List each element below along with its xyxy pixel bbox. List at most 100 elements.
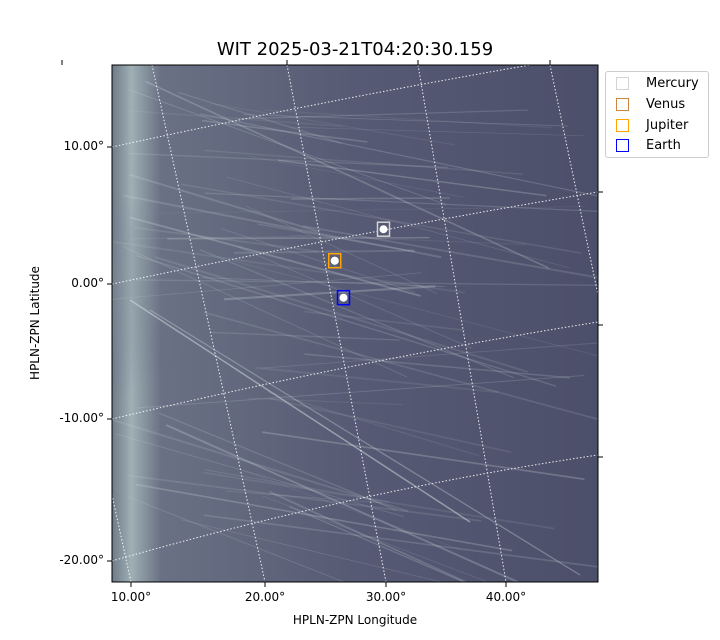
- streak: [255, 366, 499, 394]
- streak: [158, 206, 585, 214]
- x-tick-label: 10.00°: [110, 590, 152, 604]
- streak: [128, 110, 344, 127]
- streak: [210, 102, 456, 146]
- streak: [136, 254, 557, 387]
- streak: [167, 236, 430, 240]
- streak: [263, 109, 553, 129]
- streak: [292, 126, 584, 137]
- streak: [129, 216, 421, 297]
- legend-label: Jupiter: [646, 117, 689, 133]
- streak: [199, 113, 598, 197]
- streak: [137, 375, 585, 409]
- streak: [267, 391, 480, 457]
- streak: [289, 506, 466, 582]
- streak: [204, 192, 598, 212]
- x-tick-label: 30.00°: [365, 590, 407, 604]
- streak: [122, 245, 408, 378]
- streak: [158, 412, 397, 511]
- streak: [269, 397, 512, 453]
- legend-label: Venus: [646, 96, 686, 112]
- streak: [269, 490, 469, 582]
- streak: [277, 159, 547, 197]
- streak: [134, 226, 319, 253]
- latitude-gridline: [112, 65, 534, 148]
- legend-item-venus: Venus: [616, 94, 685, 114]
- streak: [237, 246, 472, 349]
- longitude-gridline: [151, 65, 266, 582]
- x-tick-label: 20.00°: [244, 590, 286, 604]
- streak: [289, 234, 527, 246]
- streak: [154, 256, 529, 373]
- streak: [236, 109, 528, 120]
- streak: [123, 194, 442, 259]
- streak: [149, 309, 581, 576]
- streak: [221, 228, 416, 293]
- streak: [204, 469, 389, 503]
- streak: [243, 114, 568, 127]
- y-tick-label: 10.00°: [63, 139, 104, 153]
- streak: [243, 470, 461, 551]
- streak: [201, 119, 368, 143]
- legend-item-mercury: Mercury: [616, 73, 699, 93]
- streak: [129, 236, 309, 240]
- legend-swatch: [616, 97, 629, 111]
- latitude-gridline: [112, 191, 598, 285]
- streak: [262, 495, 489, 582]
- x-axis-label: HPLN-ZPN Longitude: [292, 613, 418, 627]
- streak: [234, 249, 415, 254]
- legend-label: Mercury: [646, 75, 699, 91]
- longitude-gridline: [549, 65, 598, 298]
- streak: [247, 155, 464, 198]
- streak: [113, 419, 409, 513]
- streak: [128, 173, 319, 233]
- streak: [145, 80, 550, 269]
- y-tick-label: -20.00°: [59, 553, 104, 567]
- streak: [303, 310, 466, 332]
- streak: [291, 197, 450, 200]
- streak: [128, 89, 447, 205]
- streak: [135, 483, 513, 552]
- streak: [203, 514, 598, 568]
- streak: [136, 279, 598, 287]
- legend-item-jupiter: Jupiter: [616, 115, 688, 135]
- streak: [248, 397, 403, 406]
- streak: [203, 471, 555, 530]
- streak: [128, 152, 449, 169]
- streak: [225, 490, 383, 504]
- streak: [256, 223, 415, 253]
- planet-glow: [379, 225, 388, 234]
- streak: [165, 424, 521, 582]
- planet-glow: [330, 256, 339, 265]
- legend-swatch: [616, 76, 629, 90]
- streak: [225, 176, 570, 269]
- longitude-gridline: [286, 65, 387, 582]
- streak: [199, 249, 515, 379]
- marker-jupiter: [328, 252, 342, 269]
- latitude-gridline: [112, 454, 598, 562]
- streak: [246, 205, 438, 294]
- streak: [210, 331, 401, 341]
- streak: [224, 285, 436, 301]
- marker-mercury: [376, 221, 391, 237]
- legend: Mercury Venus Jupiter Earth: [605, 71, 709, 158]
- streak: [115, 433, 404, 517]
- streak: [232, 260, 598, 357]
- streak: [127, 474, 482, 522]
- streak: [202, 277, 445, 287]
- streak: [112, 272, 422, 300]
- marker-earth: [336, 289, 351, 306]
- streak: [129, 299, 471, 523]
- streak: [177, 91, 342, 144]
- streak: [113, 240, 465, 294]
- streak: [181, 519, 444, 582]
- legend-swatch: [616, 138, 629, 152]
- planet-glow: [339, 293, 348, 302]
- streak: [302, 225, 598, 279]
- y-axis-label: HPLN-ZPN Latitude: [28, 266, 42, 380]
- legend-label: Earth: [646, 137, 681, 153]
- streak: [203, 311, 598, 421]
- streak: [261, 342, 598, 369]
- streak: [204, 149, 523, 175]
